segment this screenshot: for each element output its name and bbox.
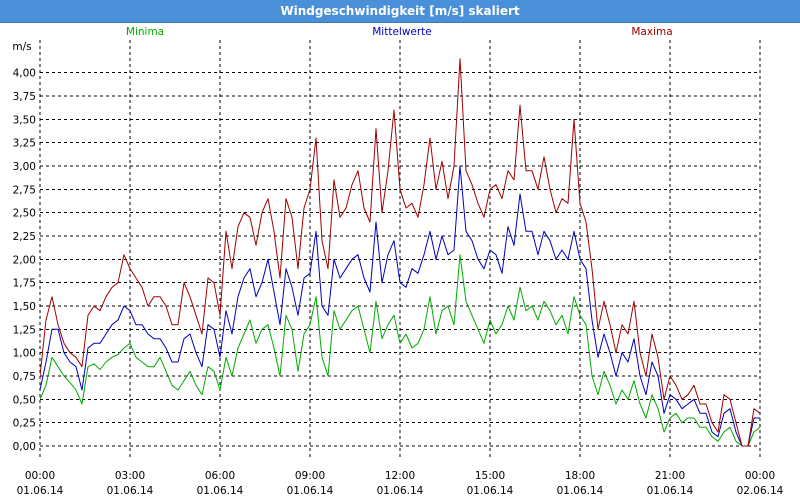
window-title: Windgeschwindigkeit [m/s] skaliert (280, 4, 520, 18)
y-tick-label: 2,00 (13, 254, 36, 266)
legend-entry-maxima: Maxima (631, 26, 672, 38)
y-tick-label: 0,50 (13, 394, 36, 406)
x-tick-date: 01.06.14 (647, 485, 694, 497)
x-tick-date: 01.06.14 (557, 485, 604, 497)
y-tick-label: 1,00 (13, 348, 36, 360)
y-tick-label: 3,75 (13, 91, 36, 103)
x-tick-time: 18:00 (565, 470, 595, 482)
x-tick-date: 02.06.14 (737, 485, 784, 497)
x-tick-date: 01.06.14 (197, 485, 244, 497)
x-tick-date: 01.06.14 (377, 485, 424, 497)
y-tick-label: 0,00 (13, 441, 36, 453)
legend-entry-mittelwerte: Mittelwerte (372, 26, 432, 38)
title-bar: Windgeschwindigkeit [m/s] skaliert (0, 0, 800, 23)
series-line-mittelwerte (40, 165, 760, 447)
y-tick-label: 0,75 (13, 371, 36, 383)
x-tick-time: 21:00 (655, 470, 685, 482)
x-tick-time: 06:00 (205, 470, 235, 482)
x-tick-time: 00:00 (25, 470, 55, 482)
y-tick-label: 2,75 (13, 184, 36, 196)
x-tick-date: 01.06.14 (467, 485, 514, 497)
x-tick-time: 15:00 (475, 470, 505, 482)
y-tick-label: 3,50 (13, 114, 36, 126)
y-tick-label: 1,75 (13, 278, 36, 290)
y-tick-label: 3,00 (13, 161, 36, 173)
legend-entry-minima: Minima (126, 26, 164, 38)
y-tick-label: 3,25 (13, 138, 36, 150)
y-tick-label: 0,25 (13, 418, 36, 430)
x-tick-time: 00:00 (745, 470, 775, 482)
y-tick-label: 1,25 (13, 324, 36, 336)
y-axis-label: m/s (12, 41, 31, 53)
y-tick-label: 4,00 (13, 68, 36, 80)
series-line-minima (40, 254, 761, 447)
y-tick-label: 2,25 (13, 231, 36, 243)
y-tick-label: 2,50 (13, 208, 36, 220)
x-tick-date: 01.06.14 (107, 485, 154, 497)
x-tick-time: 09:00 (295, 470, 325, 482)
x-tick-date: 01.06.14 (17, 485, 64, 497)
series-line-maxima (40, 58, 761, 447)
y-tick-label: 1,50 (13, 301, 36, 313)
x-tick-time: 03:00 (115, 470, 145, 482)
x-tick-date: 01.06.14 (287, 485, 334, 497)
x-tick-time: 12:00 (385, 470, 415, 482)
